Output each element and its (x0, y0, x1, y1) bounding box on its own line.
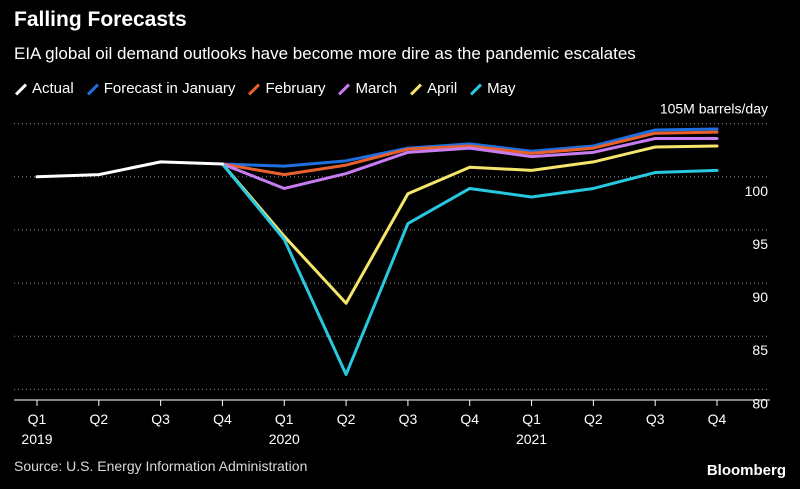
legend-label: Forecast in January (103, 80, 236, 97)
series-line-may (220, 162, 719, 376)
x-tick-label: Q2 (337, 411, 356, 427)
x-tick-label: Q3 (151, 411, 170, 427)
legend-label: Actual (32, 80, 74, 97)
x-year-label: 2020 (269, 431, 300, 447)
x-tick-label: Q3 (646, 411, 665, 427)
y-tick-label: 100 (745, 183, 769, 199)
brand-logo: Bloomberg (706, 462, 786, 479)
legend-label: April (427, 80, 458, 97)
x-tick-label: Q2 (584, 411, 603, 427)
legend-label: February (265, 80, 326, 97)
x-tick-label: Q1 (522, 411, 541, 427)
series-line-march (220, 137, 719, 190)
y-tick-label: 80 (752, 395, 768, 411)
y-tick-label: 85 (752, 342, 768, 358)
x-tick-label: Q2 (89, 411, 108, 427)
series-line-actual (35, 160, 224, 179)
legend-label: May (487, 80, 516, 97)
legend-item-actual: Actual (14, 80, 74, 97)
x-tick-label: Q4 (213, 411, 232, 427)
series-line-february (220, 130, 719, 177)
chart-legend: Actual Forecast in January February March Ap… (14, 80, 516, 97)
x-tick-label: Q1 (275, 411, 294, 427)
legend-label: March (355, 80, 398, 97)
series-line-april (220, 144, 719, 305)
x-tick-label: Q4 (460, 411, 479, 427)
x-year-label: 2021 (516, 431, 547, 447)
source-note: Source: U.S. Energy Information Administ… (14, 458, 308, 474)
chart-title: Falling Forecasts (14, 8, 187, 31)
y-axis-unit-label: 105M barrels/day (660, 101, 768, 117)
legend-item-may: May (469, 80, 515, 97)
legend-item-february: February (247, 80, 325, 97)
legend-item-forecast-in-january: Forecast in January (86, 80, 236, 97)
legend-item-april: April (409, 80, 457, 97)
y-tick-label: 90 (752, 289, 768, 305)
y-tick-label: 95 (752, 236, 768, 252)
x-tick-label: Q3 (399, 411, 418, 427)
series-line-forecast-in-january (220, 127, 719, 168)
chart-subtitle: EIA global oil demand outlooks have beco… (14, 44, 636, 63)
x-year-label: 2019 (21, 431, 52, 447)
x-tick-label: Q1 (28, 411, 47, 427)
x-tick-label: Q4 (708, 411, 727, 427)
legend-item-march: March (337, 80, 397, 97)
